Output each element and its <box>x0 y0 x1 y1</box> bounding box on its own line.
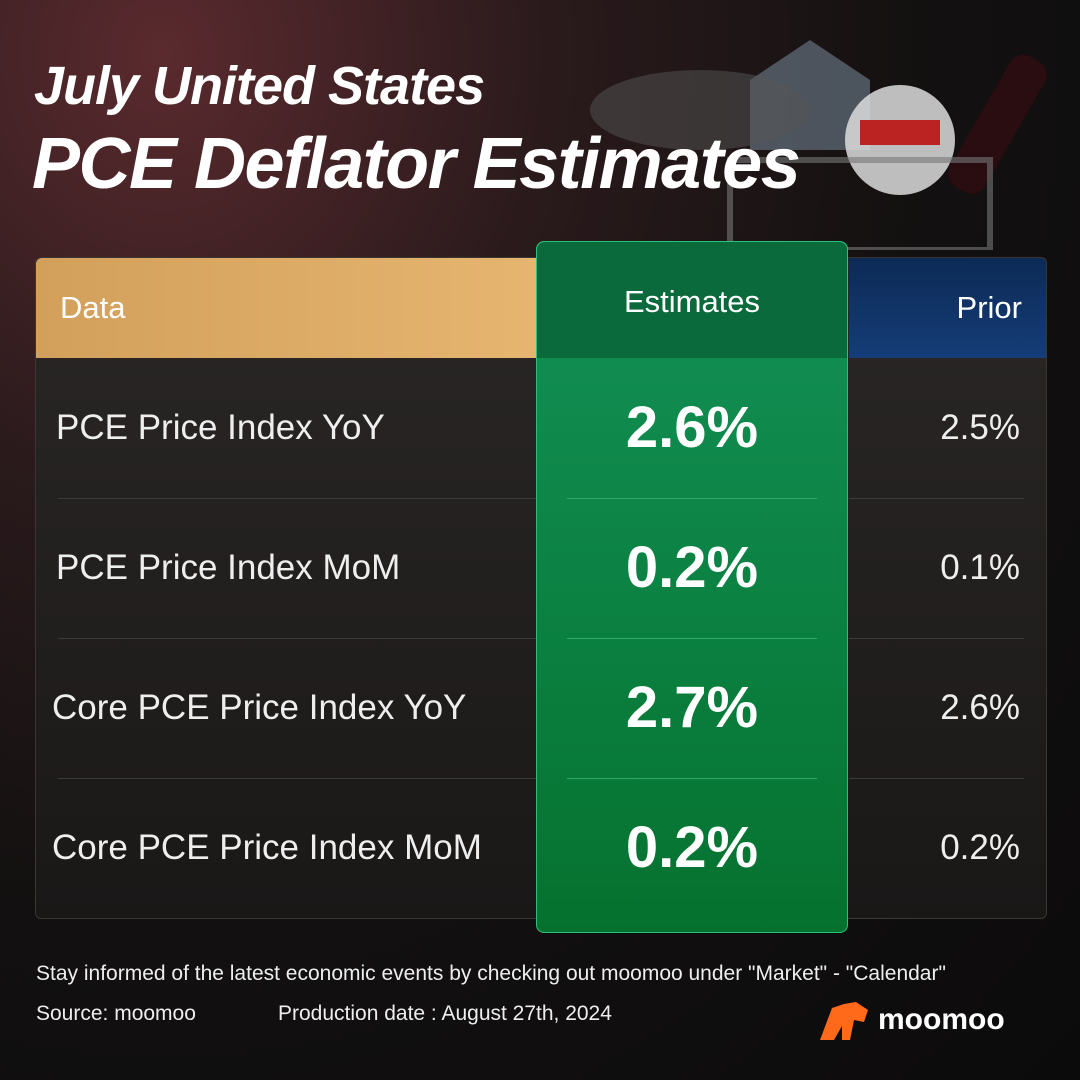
header-cell: Data <box>36 258 537 358</box>
column-header: Data <box>60 290 126 325</box>
row-label: Core PCE Price Index YoY <box>52 688 467 727</box>
prior-value: 2.5% <box>940 408 1020 447</box>
estimate-value: 0.2% <box>625 815 759 880</box>
row-label: PCE Price Index MoM <box>56 548 401 587</box>
estimates-column: Estimates 2.6% 0.2% 2.7% 0.2% <box>536 241 848 933</box>
row-separator <box>567 638 817 639</box>
footer-note: Stay informed of the latest economic eve… <box>36 962 946 985</box>
estimate-value: 0.2% <box>625 535 759 600</box>
row-separator <box>58 498 536 499</box>
prior-value: 0.1% <box>940 548 1020 587</box>
estimate-value: 2.7% <box>625 675 759 740</box>
row-separator <box>567 498 817 499</box>
row-label: Core PCE Price Index MoM <box>52 828 482 867</box>
row-separator <box>849 778 1024 779</box>
row-separator <box>849 638 1024 639</box>
estimate-value: 2.6% <box>625 395 759 460</box>
prior-value: 0.2% <box>940 828 1020 867</box>
prior-value: 2.6% <box>940 688 1020 727</box>
row-separator <box>567 778 817 779</box>
row-separator <box>849 498 1024 499</box>
brand-name: moomoo <box>878 1003 1005 1036</box>
column-header: Prior <box>956 290 1022 325</box>
column-header: Estimates <box>623 284 761 319</box>
title-line2: PCE Deflator Estimates <box>32 124 801 204</box>
header-cell: Prior <box>849 258 1046 358</box>
header-cell: Estimates <box>537 242 847 358</box>
source: Source: moomoo <box>36 1002 196 1025</box>
row-separator <box>58 638 536 639</box>
brand-logo <box>820 1002 868 1040</box>
row-separator <box>58 778 536 779</box>
title-line1: July United States <box>34 56 485 116</box>
row-label: PCE Price Index YoY <box>56 408 385 447</box>
decoration <box>590 40 1047 250</box>
production-date: Production date : August 27th, 2024 <box>278 1002 612 1025</box>
